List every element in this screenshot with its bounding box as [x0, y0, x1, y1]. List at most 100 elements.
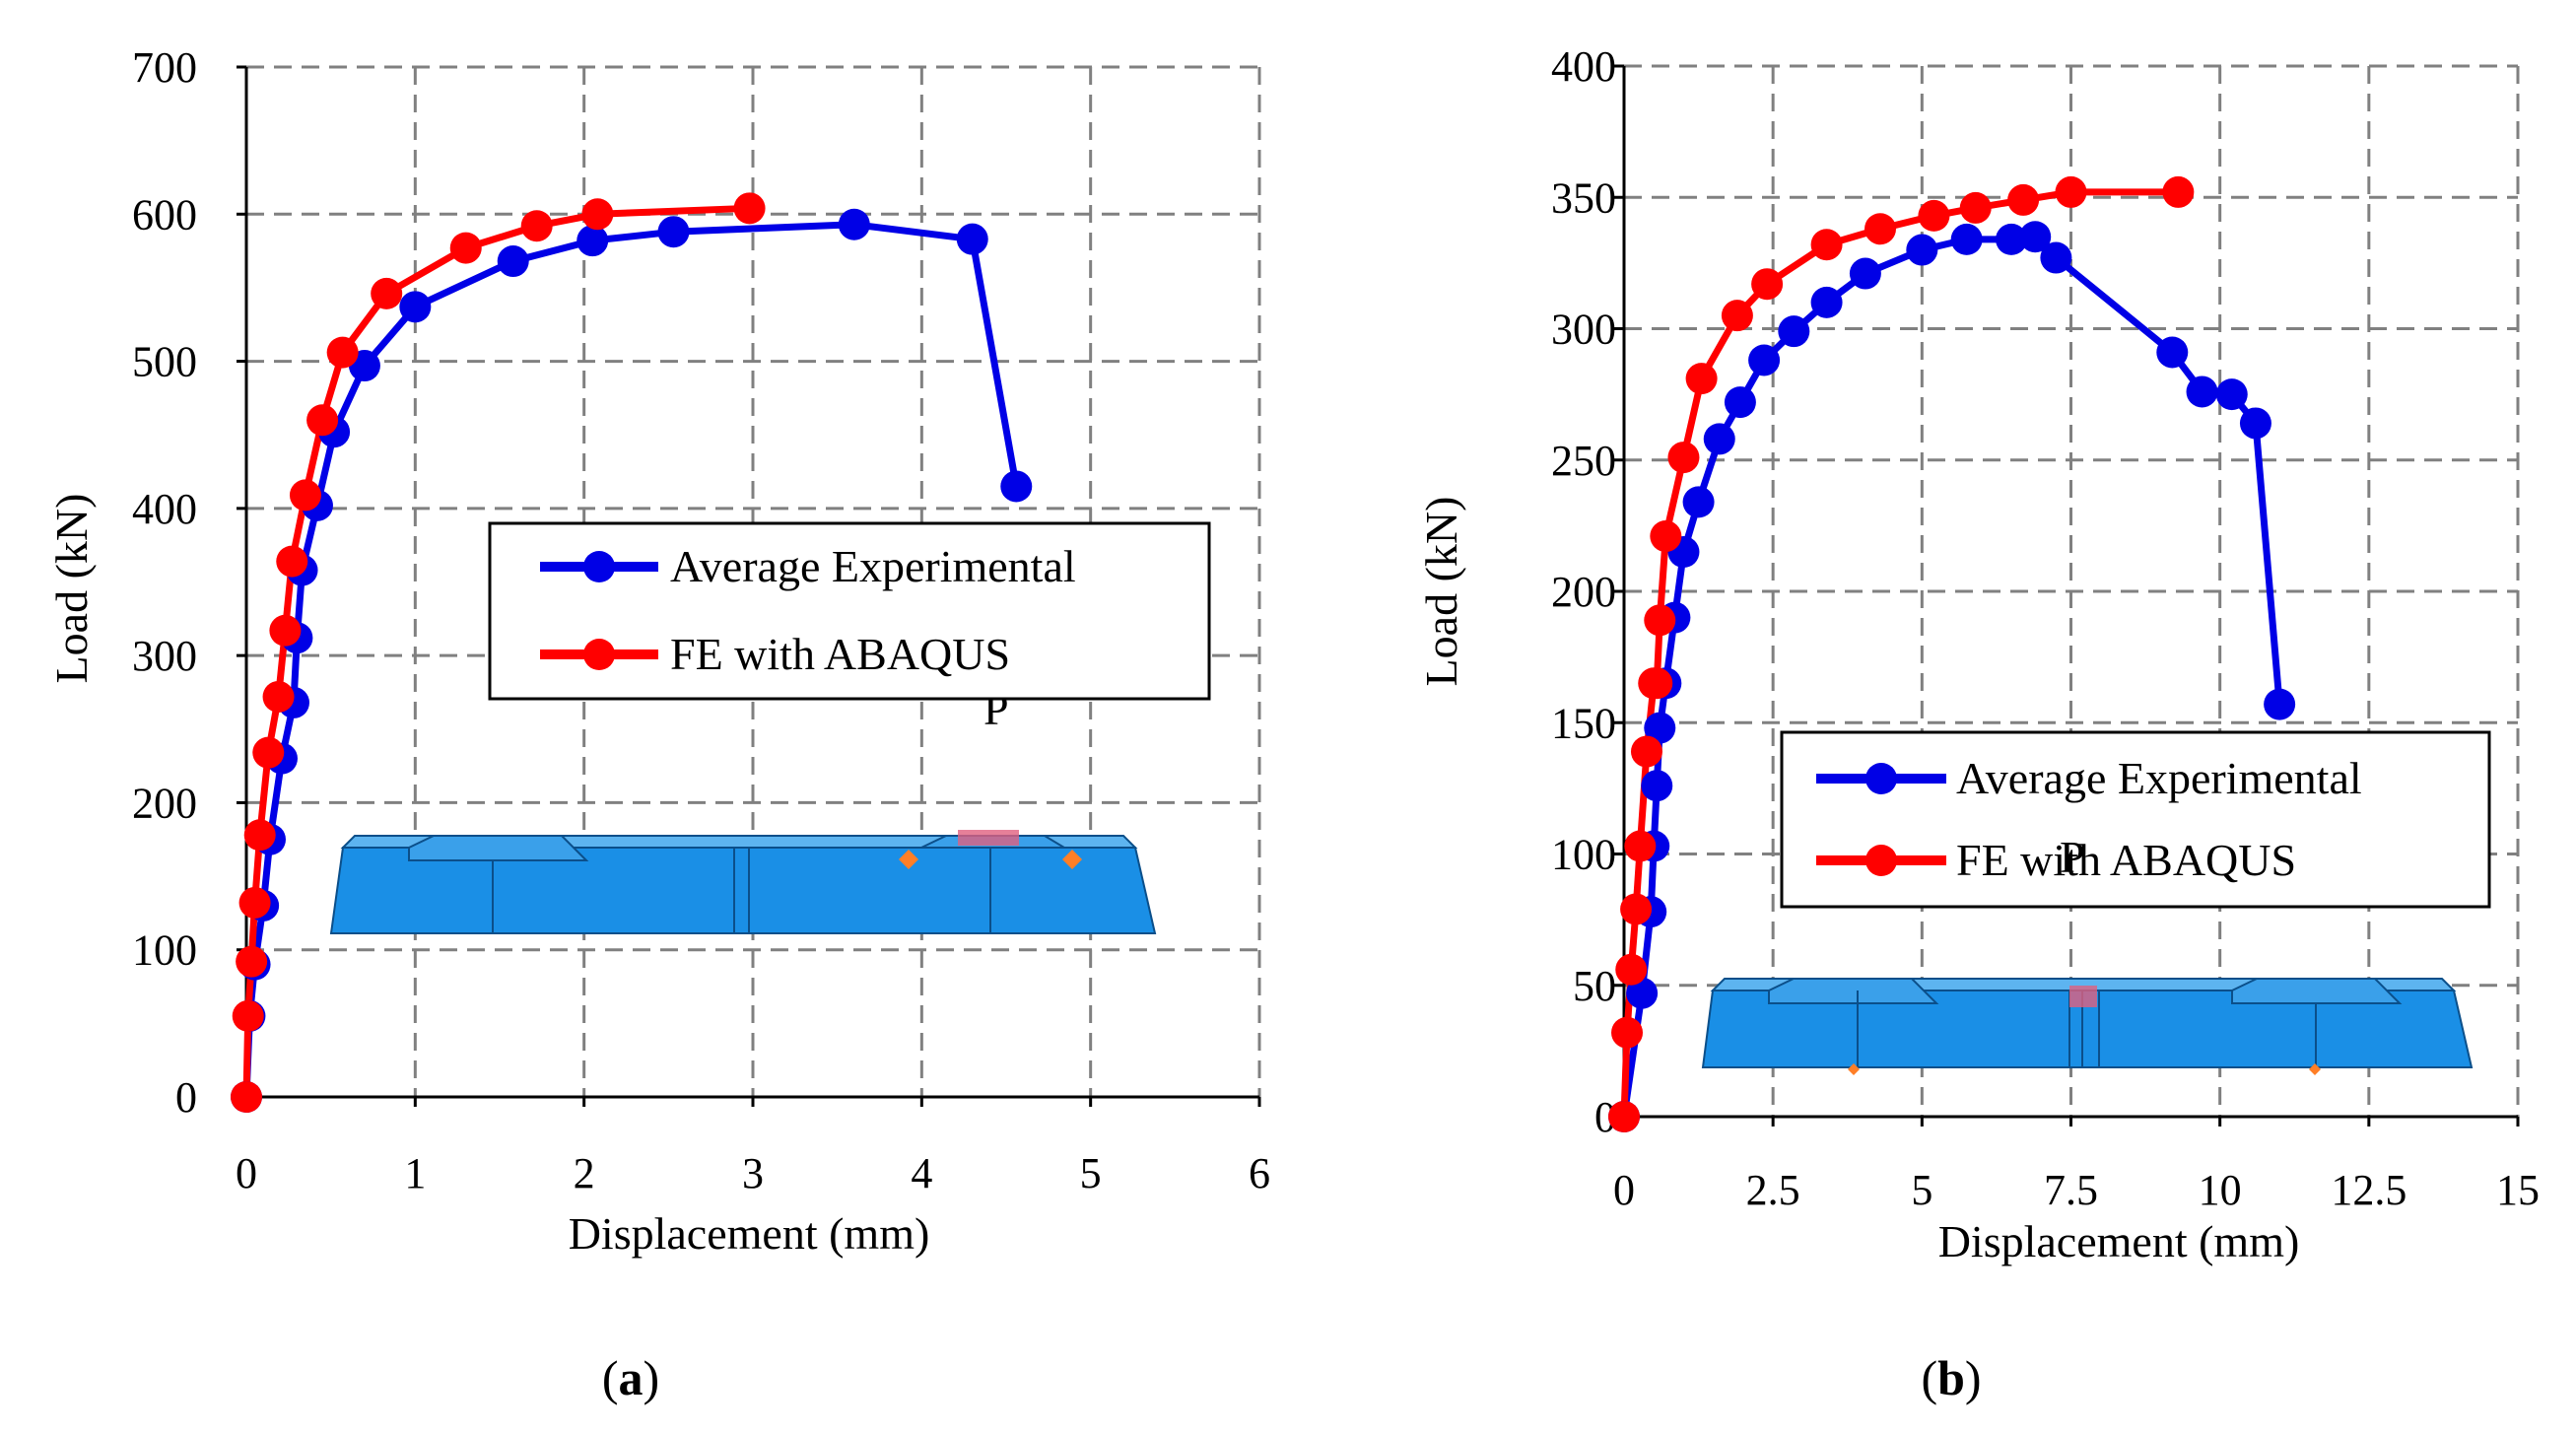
chart-b-fe-point: [2162, 175, 2195, 208]
chart-b-series: [1608, 175, 2296, 1132]
legend-a-fe-marker: [583, 639, 615, 670]
legend-b-experimental-marker: [1865, 763, 1897, 794]
chart-a-fe-point: [262, 680, 295, 713]
chart-b-x-tick-label: 10: [2199, 1166, 2242, 1214]
chart-a-fe-point: [238, 886, 271, 919]
chart-b-x-axis-label: Displacement (mm): [1938, 1216, 2300, 1266]
chart-b-fe-point: [1864, 213, 1897, 245]
chart-b-fe-point: [1611, 1016, 1644, 1049]
chart-b-legend: Average Experimental FE with ABAQUS P: [1780, 730, 2491, 909]
chart-b-fe-model-inset: [1701, 978, 2474, 1075]
chart-a-x-tick-label: 2: [574, 1149, 595, 1197]
chart-a-fe-point: [232, 999, 264, 1032]
chart-a-x-axis-label: Displacement (mm): [569, 1208, 930, 1259]
chart-b-fe-point: [2007, 183, 2040, 216]
chart-a-caption: (a): [602, 1350, 659, 1405]
chart-b-experimental-point: [1950, 223, 1983, 255]
chart-b-experimental-point: [2215, 378, 2248, 411]
chart-b-experimental-point: [1641, 770, 1673, 802]
chart-a-fe-point: [733, 192, 766, 225]
chart-b-fe-point: [1721, 300, 1753, 332]
chart-b-fe-point: [1751, 268, 1784, 301]
chart-a-x-tick-label: 4: [911, 1149, 932, 1197]
legend-b-fe-label: FE with ABAQUS: [1956, 835, 2296, 885]
chart-a-x-tick-label: 3: [742, 1149, 764, 1197]
chart-b-fe-point: [1608, 1101, 1640, 1132]
chart-b-inset-load-label: P: [2060, 832, 2085, 882]
chart-a-tick-labels: 0 100 200 300 400 500 600 700 0 1 2 3 4 5 6: [132, 43, 1270, 1197]
chart-b-experimental-point: [2239, 407, 2271, 440]
legend-a-fe-label: FE with ABAQUS: [670, 629, 1010, 679]
chart-a-fe-point: [581, 198, 614, 231]
chart-b-experimental-point: [2156, 336, 2189, 369]
chart-a-experimental-point: [956, 223, 988, 255]
chart-b-experimental-point: [1724, 386, 1756, 419]
chart-b-x-tick-label: 2.5: [1746, 1166, 1800, 1214]
chart-b-y-tick-label: 300: [1551, 306, 1616, 354]
chart-panel-a: P 0 100 200 300 400 500 600 700 0 1 2 3 4 5 6 Average …: [46, 43, 1270, 1405]
chart-a-x-tick-label: 6: [1249, 1149, 1270, 1197]
chart-b-fe-point: [1918, 199, 1950, 232]
chart-a-y-tick-label: 700: [132, 43, 197, 92]
chart-a-y-tick-label: 600: [132, 190, 197, 239]
chart-b-fe-point: [1630, 735, 1662, 768]
chart-b-tick-labels: 0 50 100 150 200 250 300 350 400 0 2.5 5 7.5 10 12.5 15: [1551, 42, 2540, 1214]
chart-b-axes: [1614, 64, 2520, 1127]
chart-b-fe-point: [1959, 191, 1992, 224]
chart-a-fe-point: [276, 545, 308, 578]
chart-a-fe-point: [252, 736, 285, 769]
chart-b-fe-point: [1615, 953, 1648, 986]
chart-a-x-tick-label: 1: [404, 1149, 426, 1197]
chart-a-y-tick-label: 0: [175, 1073, 197, 1122]
chart-b-experimental-point: [2040, 241, 2072, 274]
chart-b-experimental-point: [2264, 688, 2296, 720]
chart-b-experimental-point: [1644, 712, 1676, 744]
chart-a-fe-model-inset: P: [329, 684, 1157, 934]
chart-b-fe-point: [1641, 667, 1673, 700]
chart-a-fe-point: [306, 404, 339, 437]
chart-b-experimental-point: [1703, 423, 1735, 455]
chart-a-y-tick-label: 400: [132, 485, 197, 533]
chart-b-x-tick-label: 15: [2496, 1166, 2540, 1214]
chart-b-experimental-point: [1810, 286, 1843, 318]
chart-b-x-tick-label: 5: [1911, 1166, 1932, 1214]
chart-a-fe-point: [371, 277, 403, 309]
chart-a-fe-point: [520, 210, 553, 242]
chart-b-y-tick-label: 0: [1594, 1093, 1616, 1141]
chart-b-experimental-point: [2019, 221, 2052, 253]
chart-b-fe-point: [1624, 830, 1657, 862]
chart-b-caption: (b): [1921, 1350, 1981, 1405]
legend-a-experimental-marker: [583, 551, 615, 582]
chart-a-axes: [237, 65, 1261, 1107]
chart-a-y-tick-label: 100: [132, 926, 197, 975]
chart-a-fe-point: [326, 336, 359, 369]
chart-b-y-tick-label: 150: [1551, 699, 1616, 747]
chart-panel-b: 0 50 100 150 200 250 300 350 400 0 2.5 5 7.5 10 12.5 15…: [1416, 42, 2540, 1405]
chart-b-fe-point: [1667, 442, 1700, 474]
chart-b-fe-point: [1620, 893, 1653, 925]
chart-a-x-tick-label: 0: [236, 1149, 257, 1197]
chart-a-fe-point: [236, 945, 268, 978]
chart-b-y-tick-label: 100: [1551, 831, 1616, 879]
chart-a-fe-point: [449, 232, 482, 264]
chart-a-experimental-point: [576, 225, 609, 257]
chart-b-y-tick-label: 250: [1551, 437, 1616, 485]
chart-a-y-axis-label: Load (kN): [46, 494, 97, 684]
chart-b-fe-point: [1650, 520, 1682, 553]
chart-b-experimental-point: [1849, 257, 1881, 290]
chart-b-x-tick-label: 12.5: [2331, 1166, 2407, 1214]
chart-b-experimental-point: [1778, 315, 1810, 348]
chart-b-x-tick-label: 7.5: [2044, 1166, 2098, 1214]
chart-a-y-tick-label: 500: [132, 338, 197, 386]
chart-a-series: [231, 192, 1033, 1113]
chart-b-y-tick-label: 50: [1573, 962, 1616, 1010]
chart-a-x-tick-label: 5: [1080, 1149, 1102, 1197]
chart-b-experimental-point: [2186, 376, 2218, 408]
chart-a-y-tick-label: 300: [132, 632, 197, 680]
chart-a-fe-point: [289, 479, 321, 512]
chart-a-experimental-point: [838, 208, 870, 240]
chart-b-experimental-point: [1682, 486, 1715, 518]
chart-b-experimental-point: [1996, 223, 2028, 255]
chart-b-y-axis-label: Load (kN): [1416, 497, 1466, 687]
